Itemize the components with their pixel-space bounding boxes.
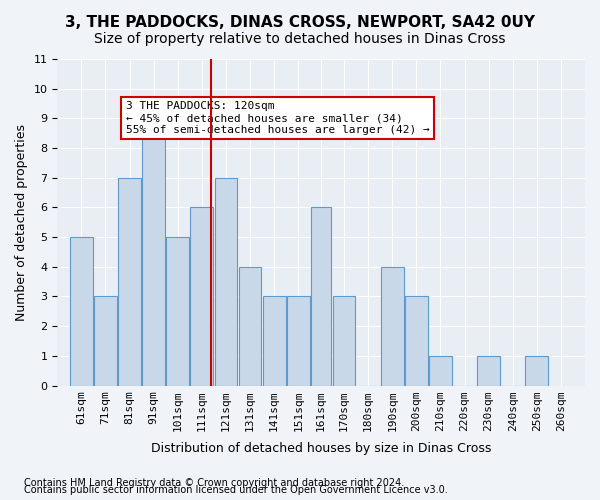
- Bar: [190, 208, 214, 386]
- Bar: [118, 178, 141, 386]
- Bar: [405, 296, 428, 386]
- Text: Size of property relative to detached houses in Dinas Cross: Size of property relative to detached ho…: [94, 32, 506, 46]
- Text: Contains public sector information licensed under the Open Government Licence v3: Contains public sector information licen…: [24, 485, 448, 495]
- Bar: [239, 267, 262, 386]
- Text: Contains HM Land Registry data © Crown copyright and database right 2024.: Contains HM Land Registry data © Crown c…: [24, 478, 404, 488]
- Bar: [142, 118, 165, 386]
- Bar: [381, 267, 404, 386]
- Bar: [287, 296, 310, 386]
- Bar: [332, 296, 355, 386]
- Bar: [526, 356, 548, 386]
- X-axis label: Distribution of detached houses by size in Dinas Cross: Distribution of detached houses by size …: [151, 442, 491, 455]
- Bar: [263, 296, 286, 386]
- Bar: [166, 237, 189, 386]
- Text: 3, THE PADDOCKS, DINAS CROSS, NEWPORT, SA42 0UY: 3, THE PADDOCKS, DINAS CROSS, NEWPORT, S…: [65, 15, 535, 30]
- Bar: [94, 296, 117, 386]
- Bar: [215, 178, 238, 386]
- Y-axis label: Number of detached properties: Number of detached properties: [15, 124, 28, 321]
- Bar: [477, 356, 500, 386]
- Text: 3 THE PADDOCKS: 120sqm
← 45% of detached houses are smaller (34)
55% of semi-det: 3 THE PADDOCKS: 120sqm ← 45% of detached…: [126, 102, 430, 134]
- Bar: [429, 356, 452, 386]
- Bar: [311, 208, 331, 386]
- Bar: [70, 237, 93, 386]
